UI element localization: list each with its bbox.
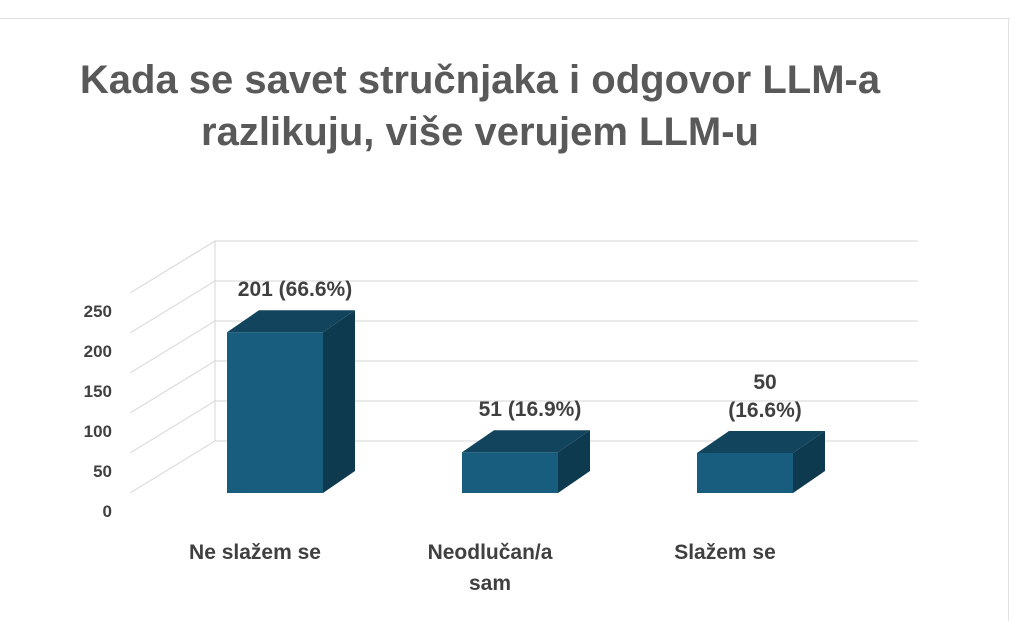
- gridline-diagonal: [129, 320, 216, 374]
- gridline-diagonal: [129, 400, 216, 454]
- gridline-diagonal: [129, 240, 216, 294]
- frame-border-right: [1008, 18, 1009, 621]
- y-tick-label: 50: [93, 462, 112, 481]
- bar: [697, 453, 793, 493]
- y-tick-label: 0: [103, 502, 112, 521]
- bar: [462, 452, 558, 493]
- bar-top: [697, 431, 825, 453]
- gridline-diagonal: [129, 360, 216, 414]
- data-label: 50: [753, 371, 776, 394]
- bar-top: [462, 430, 590, 453]
- gridline-diagonal: [129, 280, 216, 334]
- bar: [227, 332, 323, 493]
- bar-top: [227, 310, 355, 333]
- data-label: 51 (16.9%): [479, 398, 582, 421]
- category-label: Neodlučan/a: [428, 541, 553, 564]
- frame-border-top: [0, 18, 1010, 19]
- y-tick-label: 150: [84, 382, 112, 401]
- category-label: sam: [469, 572, 511, 595]
- gridline-diagonal: [129, 440, 216, 494]
- bar-side: [793, 431, 825, 493]
- y-tick-label: 100: [84, 422, 112, 441]
- data-label: 201 (66.6%): [238, 278, 352, 301]
- y-tick-label: 200: [84, 342, 112, 361]
- category-label: Ne slažem se: [189, 541, 321, 564]
- chart-title: Kada se savet stručnjaka i odgovor LLM-a…: [79, 58, 881, 154]
- bar-side: [558, 430, 590, 493]
- bar-side: [323, 310, 355, 493]
- data-label: (16.6%): [728, 399, 802, 422]
- y-tick-label: 250: [84, 302, 112, 321]
- category-label: Slažem se: [674, 541, 776, 564]
